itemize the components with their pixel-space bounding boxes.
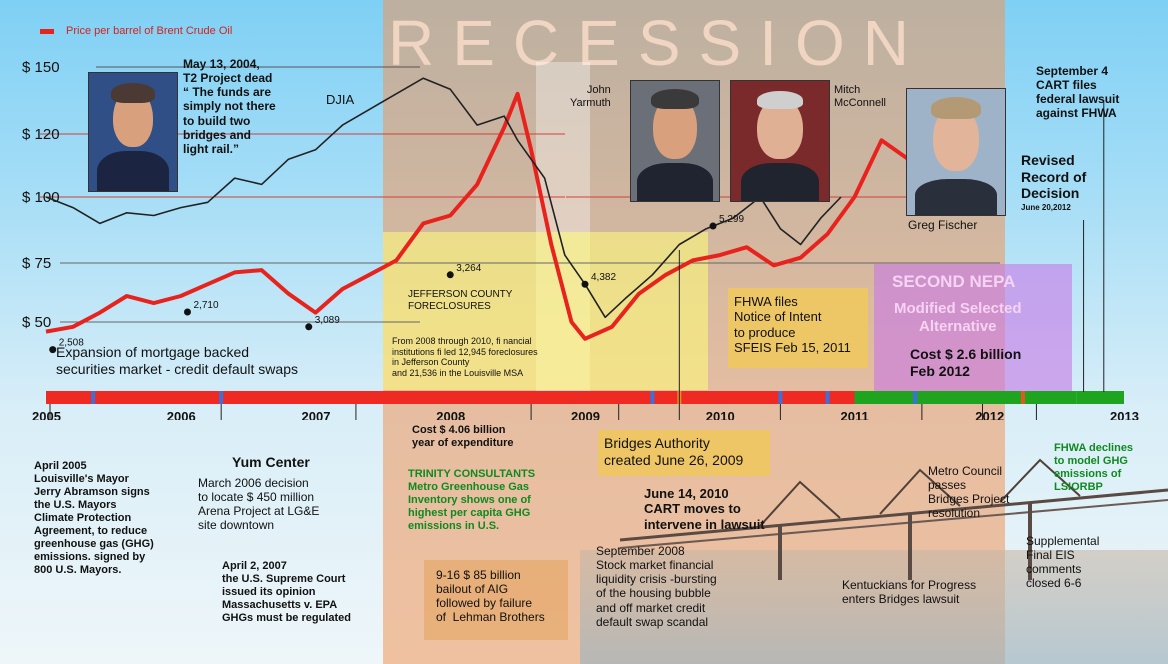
may-2004-note: May 13, 2004, T2 Project dead “ The fund… <box>183 57 276 156</box>
yarmuth-name: John Yarmuth <box>570 84 611 109</box>
march-2006-note: March 2006 decision to locate $ 450 mill… <box>198 476 320 533</box>
timeline-year-label: 2012 <box>975 409 1004 420</box>
oil-and-djia-chart: $ 150 $ 120 $ 100 $ 75 $ 50 2,508 2,710 3,089 3,… <box>22 59 1139 420</box>
mcconnell-photo <box>730 80 830 202</box>
fhwa-noi-note: FHWA files Notice of Intent to produce S… <box>734 294 851 355</box>
sept-2008-note: September 2008 Stock market financial li… <box>596 544 717 629</box>
jefferson-foreclosures-title: JEFFERSON COUNTY FORECLOSURES <box>408 289 513 312</box>
yarmuth-photo <box>630 80 720 202</box>
fischer-photo <box>906 88 1006 216</box>
dow-marker <box>305 323 313 331</box>
timeline-event-tick <box>913 391 918 404</box>
second-nepa-title: SECOND NEPA <box>892 272 1016 291</box>
timeline-year-label: 2009 <box>571 409 600 420</box>
june-2010-note: June 14, 2010 CART moves to intervene in… <box>644 486 765 532</box>
dow-marker-label: 5,299 <box>719 214 744 225</box>
timeline-year-label: 2013 <box>1110 409 1139 420</box>
timeline-year-label: 2007 <box>302 409 331 420</box>
mortgage-note: Expansion of mortgage backed securities … <box>56 344 298 377</box>
modified-alternative: Modified Selected Alternative <box>894 300 1022 335</box>
dow-marker-label: 4,382 <box>591 272 616 283</box>
y-tick-label: $ 150 <box>22 59 60 76</box>
supplemental-note: Supplemental Final EIS comments closed 6… <box>1026 534 1100 591</box>
april-2007-note: April 2, 2007 the U.S. Supreme Court iss… <box>222 560 351 624</box>
djia-line <box>45 77 842 319</box>
timeline-red-segment <box>46 391 855 404</box>
timeline-event-tick <box>219 391 224 404</box>
y-tick-label: $ 50 <box>22 314 51 331</box>
dow-marker-label: 3,089 <box>315 315 340 326</box>
timeline-event-tick <box>650 391 655 404</box>
bridge-scenery <box>580 458 1168 664</box>
april-2005-note: April 2005 Louisville's Mayor Jerry Abra… <box>34 460 154 576</box>
timeline-event-tick <box>778 391 783 404</box>
y-tick-label: $ 120 <box>22 126 60 143</box>
timeline-year-label: 2011 <box>841 409 869 420</box>
yum-center-title: Yum Center <box>232 454 310 470</box>
oil-price-line <box>45 91 963 341</box>
timeline-year-label: 2006 <box>167 409 196 420</box>
bridges-authority-note: Bridges Authority created June 26, 2009 <box>604 435 744 468</box>
foreclosure-note: From 2008 through 2010, fi nancial insti… <box>392 336 538 378</box>
trinity-note: TRINITY CONSULTANTS Metro Greenhouse Gas… <box>408 468 536 532</box>
dow-marker-label: 3,264 <box>456 263 481 274</box>
timeline-year-label: 2008 <box>436 409 465 420</box>
abramson-photo <box>88 72 178 192</box>
foreclosure-highlight <box>383 232 708 390</box>
timeline-event-tick <box>91 391 96 404</box>
timeline-green-segment <box>854 391 1077 404</box>
kentuckians-note: Kentuckians for Progress enters Bridges … <box>842 578 977 607</box>
timeline-year-label: 2005 <box>32 409 61 420</box>
timeline-green-segment <box>1076 391 1124 404</box>
dow-marker <box>709 222 717 230</box>
timeline-event-tick <box>825 391 830 404</box>
dow-marker <box>581 280 589 288</box>
legend-swatch <box>40 29 54 34</box>
y-tick-label: $ 75 <box>22 255 51 272</box>
fhwa-declines-note: FHWA declines to model GHG emissions of … <box>1054 442 1134 493</box>
sept4-note: September 4 CART files federal lawsuit a… <box>1036 64 1120 121</box>
legend-label: Price per barrel of Brent Crude Oil <box>66 25 233 37</box>
cost-2-6-note: Cost $ 2.6 billion Feb 2012 <box>910 346 1022 379</box>
bridges-authority-callout <box>598 430 770 476</box>
dow-marker-label: 2,710 <box>193 300 218 311</box>
aig-note: 9-16 $ 85 billion bailout of AIG followe… <box>436 568 545 625</box>
revised-rod-date: June 20,2012 <box>1021 203 1071 212</box>
fischer-name: Greg Fischer <box>908 218 978 232</box>
metro-council-note: Metro Council passes Bridges Project res… <box>928 464 1010 521</box>
revised-rod-title: Revised Record of Decision <box>1021 152 1087 202</box>
timeline-event-tick <box>1020 391 1025 404</box>
fhwa-noi-callout <box>728 288 868 368</box>
timeline-year-label: 2010 <box>706 409 735 420</box>
dow-marker <box>183 308 191 316</box>
dow-marker <box>446 271 454 279</box>
recession-title: RECESSION <box>388 7 927 79</box>
cost-4-06-note: Cost $ 4.06 billion year of expenditure <box>412 424 514 449</box>
mcconnell-name: Mitch McConnell <box>834 84 886 109</box>
y-tick-label: $ 100 <box>22 189 60 206</box>
djia-label: DJIA <box>326 92 355 107</box>
aig-callout <box>424 560 568 640</box>
dow-marker <box>49 346 57 354</box>
second-nepa-box <box>874 264 1072 392</box>
dow-marker-label: 2,508 <box>59 338 84 349</box>
